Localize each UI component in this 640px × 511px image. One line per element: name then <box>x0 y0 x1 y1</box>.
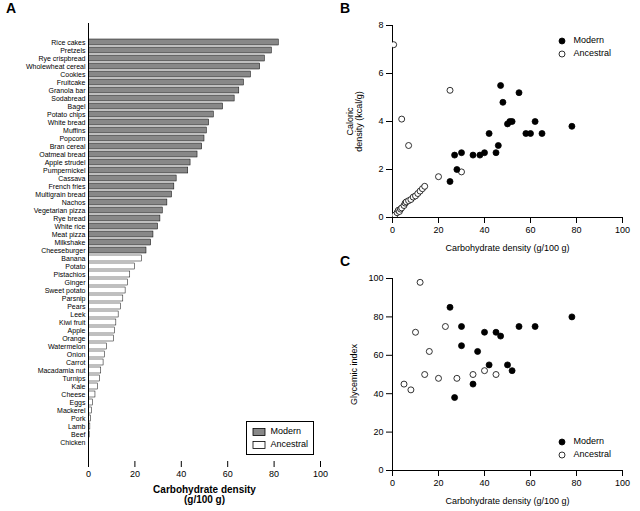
svg-text:100: 100 <box>615 478 630 488</box>
html-text:Modern: Modern <box>270 426 301 436</box>
svg-text:40: 40 <box>373 389 383 399</box>
svg-text:Banana: Banana <box>61 255 85 262</box>
svg-text:Wholewheat cereal: Wholewheat cereal <box>26 63 86 70</box>
svg-text:Watermelon: Watermelon <box>48 343 86 350</box>
svg-text:Pears: Pears <box>67 303 86 310</box>
svg-text:Sodabread: Sodabread <box>51 95 85 102</box>
svg-text:20: 20 <box>433 478 443 488</box>
svg-text:20: 20 <box>373 427 383 437</box>
svg-text:French fries: French fries <box>49 183 86 190</box>
svg-text:0: 0 <box>390 225 395 235</box>
svg-text:Apple: Apple <box>68 327 86 335</box>
html-text:A: A <box>6 0 17 16</box>
svg-text:Carbohydrate density (g/100 g): Carbohydrate density (g/100 g) <box>445 243 569 253</box>
svg-text:Cassava: Cassava <box>58 175 85 182</box>
svg-text:4: 4 <box>378 116 383 126</box>
svg-text:Caloricdensity (kcal/g): Caloricdensity (kcal/g) <box>345 91 364 152</box>
svg-text:Turnips: Turnips <box>62 375 86 383</box>
svg-text:80: 80 <box>373 312 383 322</box>
svg-text:2: 2 <box>378 164 383 174</box>
svg-text:Sweet potato: Sweet potato <box>45 287 86 295</box>
html-text:B: B <box>340 0 351 16</box>
svg-text:White bread: White bread <box>48 119 86 126</box>
svg-text:Macadamia nut: Macadamia nut <box>38 367 86 374</box>
svg-text:Rye bread: Rye bread <box>53 215 85 223</box>
svg-text:Rye crispbread: Rye crispbread <box>38 55 85 63</box>
html-text:Modern: Modern <box>573 436 604 446</box>
svg-text:0: 0 <box>378 212 383 222</box>
svg-text:Parsnip: Parsnip <box>62 295 86 303</box>
svg-text:Rice cakes: Rice cakes <box>51 39 86 46</box>
svg-text:Pretzels: Pretzels <box>60 47 86 54</box>
svg-text:Carbohydrate density (g/100 g): Carbohydrate density (g/100 g) <box>445 496 569 506</box>
html-text:Ancestral: Ancestral <box>573 48 611 58</box>
svg-text:Pork: Pork <box>71 415 86 422</box>
svg-text:Cookies: Cookies <box>60 71 86 78</box>
svg-text:Potato chips: Potato chips <box>47 111 86 119</box>
svg-text:Bagel: Bagel <box>68 103 86 111</box>
svg-text:Milkshake: Milkshake <box>54 239 85 246</box>
svg-text:Cheeseburger: Cheeseburger <box>41 247 86 255</box>
html-text:C: C <box>340 253 351 269</box>
svg-text:60: 60 <box>223 469 233 479</box>
svg-text:60: 60 <box>525 225 535 235</box>
svg-text:80: 80 <box>571 478 581 488</box>
svg-text:Ginger: Ginger <box>64 279 86 287</box>
svg-text:40: 40 <box>479 478 489 488</box>
svg-text:Fruitcake: Fruitcake <box>57 79 86 86</box>
svg-text:100: 100 <box>615 225 630 235</box>
svg-text:Bran cereal: Bran cereal <box>50 143 86 150</box>
html-text:Ancestral: Ancestral <box>270 439 308 449</box>
svg-text:Potato: Potato <box>65 263 85 270</box>
svg-text:Kale: Kale <box>71 383 85 390</box>
svg-text:Eggs: Eggs <box>70 399 86 407</box>
svg-text:Leek: Leek <box>70 311 86 318</box>
svg-text:80: 80 <box>571 225 581 235</box>
svg-text:Chicken: Chicken <box>60 439 85 446</box>
svg-text:Vegetarian pizza: Vegetarian pizza <box>34 207 86 215</box>
svg-text:White rice: White rice <box>54 223 85 230</box>
svg-text:Onion: Onion <box>67 351 86 358</box>
svg-text:40: 40 <box>479 225 489 235</box>
html-text:Modern: Modern <box>573 35 604 45</box>
svg-text:Muffins: Muffins <box>63 127 86 134</box>
svg-text:Lamb: Lamb <box>68 423 86 430</box>
svg-text:Granola bar: Granola bar <box>49 87 87 94</box>
svg-text:0: 0 <box>390 478 395 488</box>
svg-text:Popcorn: Popcorn <box>59 135 85 143</box>
svg-text:Multigrain bread: Multigrain bread <box>35 191 85 199</box>
svg-text:6: 6 <box>378 68 383 78</box>
svg-text:40: 40 <box>176 469 186 479</box>
svg-text:20: 20 <box>433 225 443 235</box>
svg-text:Cheese: Cheese <box>61 391 85 398</box>
svg-text:Glycemic index: Glycemic index <box>349 343 359 405</box>
svg-text:60: 60 <box>525 478 535 488</box>
svg-text:Nachos: Nachos <box>62 199 86 206</box>
svg-text:80: 80 <box>269 469 279 479</box>
svg-text:0: 0 <box>86 469 91 479</box>
svg-text:Beef: Beef <box>71 431 85 438</box>
svg-text:Kiwi fruit: Kiwi fruit <box>59 319 86 326</box>
svg-text:Apple strudel: Apple strudel <box>45 159 86 167</box>
html-text:Ancestral: Ancestral <box>573 449 611 459</box>
svg-text:Pistachios: Pistachios <box>54 271 86 278</box>
svg-text:Oatmeal bread: Oatmeal bread <box>39 151 85 158</box>
svg-text:60: 60 <box>373 350 383 360</box>
svg-text:Orange: Orange <box>62 335 85 343</box>
svg-text:8: 8 <box>378 20 383 30</box>
svg-text:Meat pizza: Meat pizza <box>52 231 86 239</box>
svg-text:Carbohydrate density(g/100 g): Carbohydrate density(g/100 g) <box>153 484 256 505</box>
svg-text:100: 100 <box>368 273 383 283</box>
svg-text:Pumpernickel: Pumpernickel <box>43 167 86 175</box>
svg-text:100: 100 <box>313 469 328 479</box>
svg-text:Carrot: Carrot <box>66 359 86 366</box>
svg-text:0: 0 <box>378 465 383 475</box>
svg-text:20: 20 <box>130 469 140 479</box>
svg-text:Mackerel: Mackerel <box>57 407 86 414</box>
